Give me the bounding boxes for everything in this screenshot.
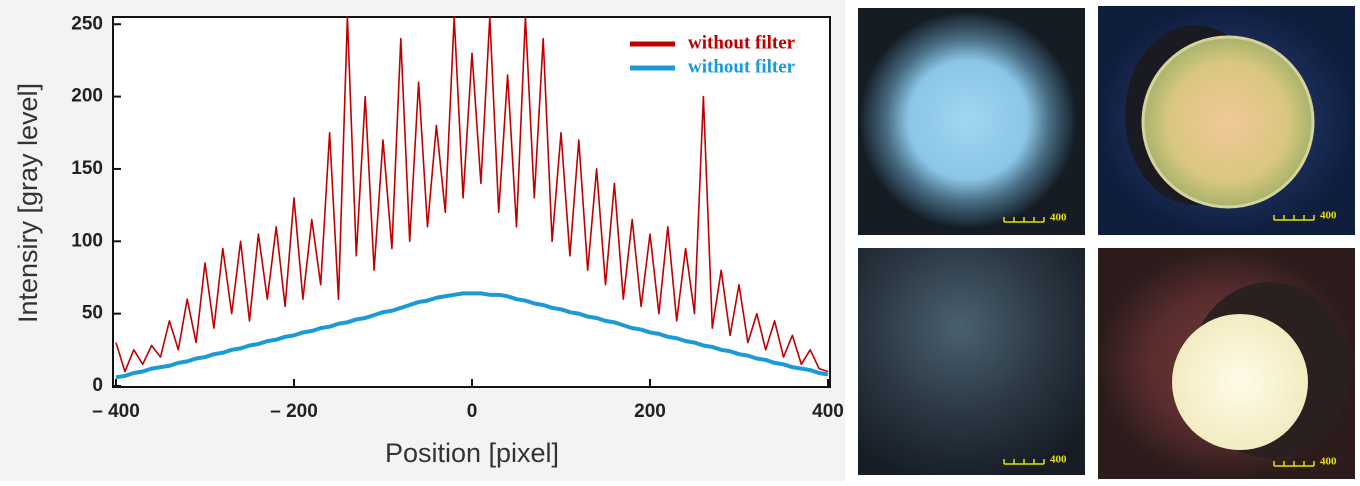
scale-label: 400 [1320, 456, 1337, 468]
scale-bars [1003, 215, 1315, 467]
x-tick-label: 400 [812, 401, 844, 422]
legend-label: without filter [688, 56, 796, 77]
y-tick-label: 50 [82, 303, 103, 324]
x-tick-label: – 400 [92, 401, 140, 422]
y-tick-label: 0 [92, 375, 103, 396]
x-axis-label: Position [pixel] [385, 438, 559, 468]
plot-area [112, 16, 831, 388]
y-axis-label: Intensiry [gray level] [13, 83, 43, 323]
scale-bar [1273, 461, 1315, 467]
x-tick-label: – 200 [270, 401, 318, 422]
scale-label: 400 [1320, 210, 1337, 222]
sample-disk [1172, 314, 1308, 450]
legend-label: without filter [688, 32, 796, 53]
series-line [115, 291, 829, 380]
y-tick-label: 250 [71, 13, 103, 34]
x-tick-label: 0 [467, 401, 478, 422]
scale-bar [1003, 217, 1045, 223]
scale-bar [1003, 459, 1045, 465]
y-tick-label: 100 [71, 230, 103, 251]
scale-label: 400 [1050, 454, 1067, 466]
sample-disk [1141, 35, 1315, 209]
series-line [115, 16, 829, 373]
y-tick-label: 200 [71, 86, 103, 107]
chart: 0 50 100 150 200 250 – 400 – 200 0 200 400 without … [71, 13, 844, 422]
image-panel [858, 248, 1085, 475]
scale-bar [1273, 215, 1315, 221]
beam-spot [860, 12, 1076, 228]
x-tick-label: 200 [634, 401, 666, 422]
scale-label: 400 [1050, 212, 1067, 224]
y-tick-label: 150 [71, 158, 103, 179]
